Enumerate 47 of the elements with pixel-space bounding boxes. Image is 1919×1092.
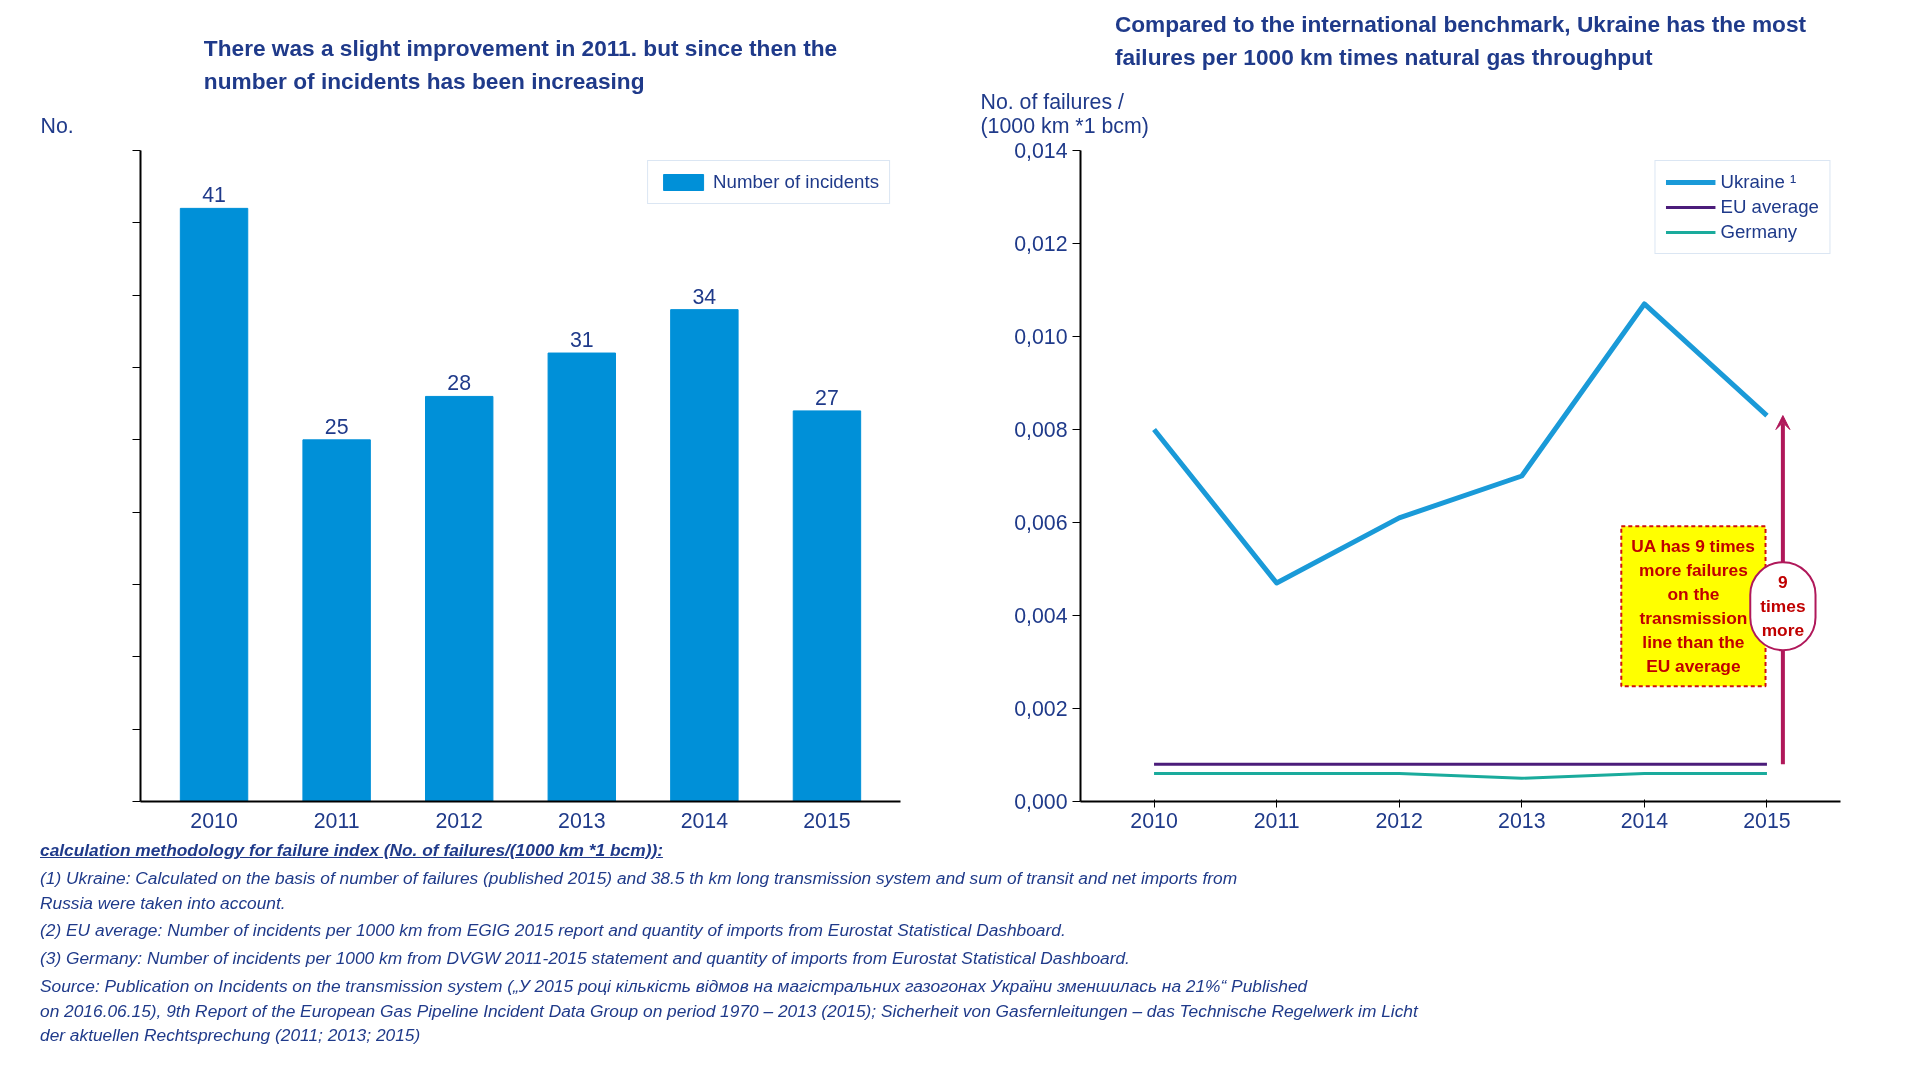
x-tick-label: 2010: [1130, 808, 1178, 833]
text: calculation methodology for failure index (No. of failures/(1000 km *1 bcm)):: [40, 839, 664, 862]
legend-label: Ukraine ¹: [1720, 171, 1797, 193]
data-label: 41: [202, 183, 226, 208]
text: (1) Ukraine: Calculated on the basis of number of failures (published 2015) and 38.5 th km long transmission system and sum of transit and net imports from Russia were taken into account.: [40, 866, 1239, 915]
bar: [547, 352, 616, 802]
data-label: 25: [324, 414, 349, 439]
bar: [302, 439, 371, 802]
x-tick-label: 2014: [1620, 808, 1669, 833]
y-tick-label: 0,008: [1014, 418, 1068, 442]
x-tick-label: 2011: [1253, 808, 1300, 833]
bar: [670, 309, 739, 802]
y-axis-title: No.: [40, 114, 74, 138]
x-tick-label: 2015: [1743, 808, 1791, 833]
bar: [425, 395, 494, 802]
legend-label: EU average: [1720, 196, 1819, 218]
x-tick-label: 2014: [680, 808, 729, 833]
x-tick-label: 2010: [190, 808, 238, 833]
x-tick-label: 2013: [558, 808, 606, 833]
x-tick-label: 2011: [313, 808, 360, 833]
y-tick-label: 0,010: [1014, 325, 1068, 349]
bar: [792, 410, 862, 802]
legend-label: Germany: [1720, 221, 1798, 243]
y-tick-label: 0,014: [1014, 139, 1068, 163]
x-tick-label: 2015: [803, 808, 851, 833]
bar: [179, 207, 249, 802]
data-label: 31: [569, 328, 594, 353]
y-tick-label: 0,000: [1014, 790, 1068, 814]
text: (2) EU average: Number of incidents per 1000 km from EGIG 2015 report and quantity of imports from Eurostat Statistical Dashboard.: [40, 919, 1067, 943]
x-tick-label: 2013: [1498, 808, 1546, 833]
annotation: 9 times more: [1760, 572, 1806, 641]
data-label: 34: [692, 284, 717, 309]
chart-title: There was a slight improvement in 2011. but since then the number of incidents has been increasing: [203, 34, 838, 95]
x-tick-label: 2012: [1375, 808, 1423, 833]
text: (3) Germany: Number of incidents per 1000 km from DVGW 2011-2015 statement and quantity of imports from Eurostat Statistical Dashboard.: [40, 947, 1131, 970]
y-tick-label: 0,004: [1014, 604, 1068, 628]
chart-title: Compared to the international benchmark, Ukraine has the most failures per 1000 km times natural gas throughput: [1114, 10, 1807, 71]
y-axis-title: No. of failures / (1000 km *1 bcm): [980, 90, 1149, 138]
x-tick-label: 2012: [435, 808, 483, 833]
legend-label: Number of incidents: [713, 171, 879, 193]
annotation: UA has 9 times more failures on the transmission line than the EU average: [1631, 536, 1755, 677]
y-tick-label: 0,012: [1014, 232, 1068, 256]
y-tick-label: 0,006: [1014, 511, 1068, 535]
data-label: 27: [815, 385, 839, 410]
source-note: Source: Publication on Incidents on the transmission system („У 2015 році кількість відмов на магістральних газогонах України зменшилась на 21%“ Published on 2016.06.15), 9th Report of the European Gas Pipeline Incident Data Group on period 1970 – 2013 (2015); Sicherheit von Gasfernleitungen – das Technische Regelwerk im Licht der aktuellen Rechtsprechung (2011; 2013; 2015): [40, 974, 1418, 1048]
data-label: 28: [447, 371, 472, 396]
y-tick-label: 0,002: [1014, 697, 1068, 721]
